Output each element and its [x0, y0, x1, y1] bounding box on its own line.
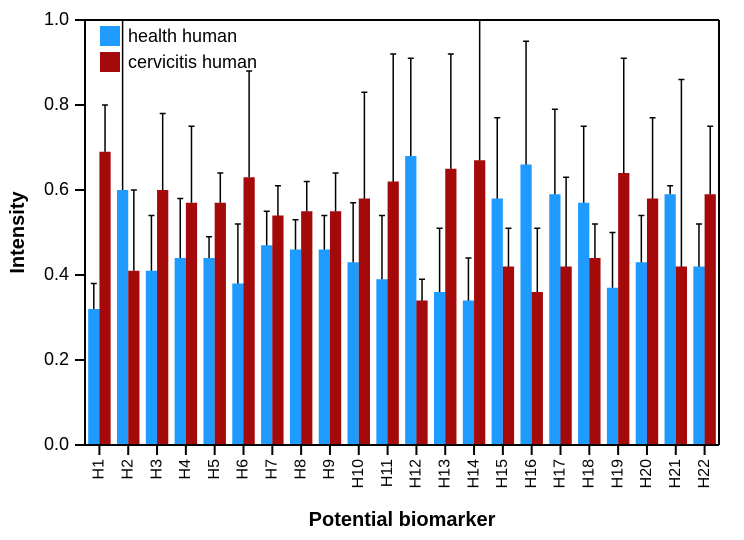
- y-tick-label: 0.8: [44, 94, 69, 114]
- x-tick-label: H4: [177, 459, 194, 480]
- x-tick-label: H1: [91, 459, 108, 480]
- bar-health-human-H17: [549, 194, 560, 445]
- chart-svg: 0.0 0.2 0.4 0.6 0.8 1.0 H1 H2 H3 H4 H5 H6 H7 H8 H9 H10 H…: [0, 0, 744, 540]
- x-tick-label: H6: [235, 459, 252, 480]
- x-tick-label: H11: [379, 459, 396, 487]
- bar-cervicitis-human-H21: [676, 267, 687, 446]
- bar-cervicitis-human-H13: [445, 169, 456, 445]
- bar-health-human-H16: [520, 165, 531, 446]
- bar-cervicitis-human-H10: [359, 199, 370, 446]
- bar-cervicitis-human-H19: [618, 173, 629, 445]
- bar-health-human-H1: [88, 309, 99, 445]
- y-tick-label: 0.0: [44, 434, 69, 454]
- y-tick-label: 0.6: [44, 179, 69, 199]
- bar-health-human-H19: [607, 288, 618, 445]
- x-tick-label: H14: [465, 459, 482, 488]
- bar-cervicitis-human-H8: [301, 211, 312, 445]
- legend-label: health human: [128, 26, 237, 46]
- bar-cervicitis-human-H20: [647, 199, 658, 446]
- bar-cervicitis-human-H16: [532, 292, 543, 445]
- x-tick-label: H21: [667, 459, 684, 488]
- x-tick-label: H18: [581, 459, 598, 488]
- bar-cervicitis-human-H14: [474, 160, 485, 445]
- bar-cervicitis-human-H5: [215, 203, 226, 445]
- x-tick-label: H16: [523, 459, 540, 488]
- y-tick-label: 0.2: [44, 349, 69, 369]
- bar-health-human-H15: [492, 199, 503, 446]
- bar-health-human-H18: [578, 203, 589, 445]
- y-tick-label: 0.4: [44, 264, 69, 284]
- bar-health-human-H21: [665, 194, 676, 445]
- x-tick-label: H15: [494, 459, 511, 488]
- bar-health-human-H5: [203, 258, 214, 445]
- x-axis-label: Potential biomarker: [309, 509, 496, 531]
- bar-health-human-H4: [175, 258, 186, 445]
- bar-health-human-H20: [636, 262, 647, 445]
- x-tick-label: H3: [148, 459, 165, 480]
- chart-bg: [0, 0, 744, 540]
- bar-cervicitis-human-H6: [244, 177, 255, 445]
- bar-cervicitis-human-H1: [99, 152, 110, 445]
- y-tick-label: 1.0: [44, 9, 69, 29]
- x-tick-label: H17: [552, 459, 569, 488]
- bar-cervicitis-human-H11: [388, 182, 399, 446]
- bar-health-human-H11: [376, 279, 387, 445]
- bar-health-human-H14: [463, 301, 474, 446]
- x-tick-label: H22: [696, 459, 713, 488]
- intensity-bar-chart: 0.0 0.2 0.4 0.6 0.8 1.0 H1 H2 H3 H4 H5 H6 H7 H8 H9 H10 H…: [0, 0, 744, 540]
- bar-health-human-H3: [146, 271, 157, 445]
- x-tick-label: H19: [609, 459, 626, 488]
- bar-health-human-H10: [348, 262, 359, 445]
- bar-health-human-H7: [261, 245, 272, 445]
- bar-cervicitis-human-H4: [186, 203, 197, 445]
- bar-cervicitis-human-H12: [416, 301, 427, 446]
- bar-health-human-H13: [434, 292, 445, 445]
- y-axis-label: Intensity: [7, 191, 29, 274]
- x-tick-label: H5: [206, 459, 223, 480]
- x-tick-label: H10: [350, 459, 367, 488]
- bar-health-human-H8: [290, 250, 301, 446]
- bar-cervicitis-human-H9: [330, 211, 341, 445]
- bar-cervicitis-human-H7: [272, 216, 283, 446]
- bar-cervicitis-human-H17: [561, 267, 572, 446]
- bar-cervicitis-human-H18: [589, 258, 600, 445]
- bar-cervicitis-human-H3: [157, 190, 168, 445]
- bar-health-human-H22: [693, 267, 704, 446]
- x-tick-label: H7: [264, 459, 281, 480]
- x-tick-label: H20: [638, 459, 655, 488]
- bar-cervicitis-human-H15: [503, 267, 514, 446]
- legend-swatch-health-human: [100, 26, 120, 46]
- bar-health-human-H2: [117, 190, 128, 445]
- x-tick-label: H9: [321, 459, 338, 480]
- x-tick-label: H13: [436, 459, 453, 488]
- bar-health-human-H12: [405, 156, 416, 445]
- bar-health-human-H9: [319, 250, 330, 446]
- x-tick-label: H2: [119, 459, 136, 480]
- legend-swatch-cervicitis-human: [100, 52, 120, 72]
- bar-health-human-H6: [232, 284, 243, 446]
- legend-label: cervicitis human: [128, 52, 257, 72]
- x-tick-label: H8: [292, 459, 309, 480]
- bar-cervicitis-human-H2: [128, 271, 139, 445]
- bar-cervicitis-human-H22: [705, 194, 716, 445]
- x-tick-label: H12: [408, 459, 425, 488]
